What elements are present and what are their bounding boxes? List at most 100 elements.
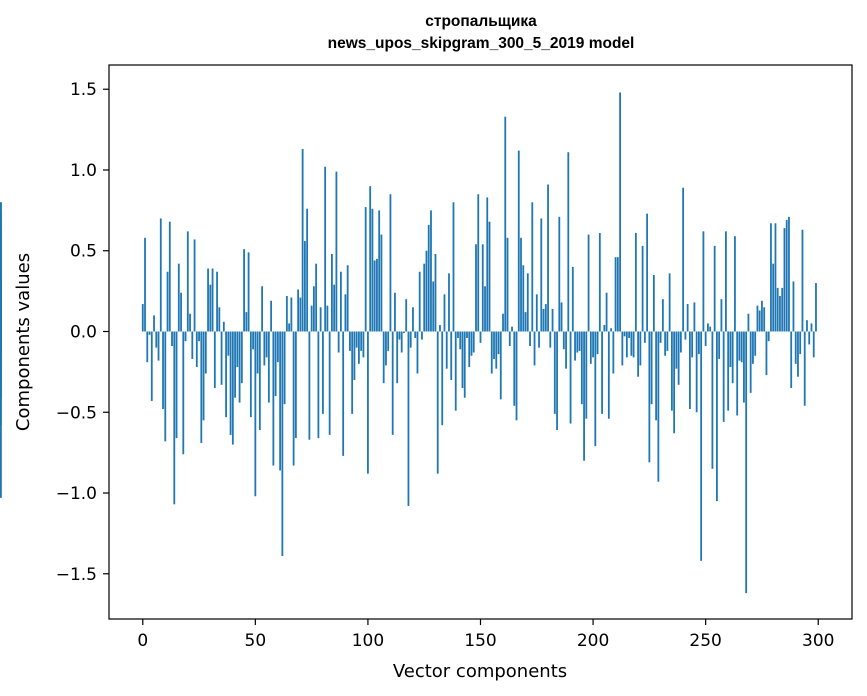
bar (630, 331, 633, 356)
bar (202, 331, 205, 421)
bar (506, 237, 509, 332)
bar (810, 323, 813, 332)
bar (515, 331, 518, 421)
bar (632, 331, 635, 358)
bar (421, 331, 423, 340)
bar (797, 331, 799, 377)
bar (254, 331, 257, 497)
bar (171, 331, 173, 347)
bar (707, 323, 709, 332)
bar (562, 331, 565, 350)
bar (493, 331, 495, 359)
bar (227, 331, 230, 356)
bar (767, 331, 770, 342)
bar (484, 286, 486, 332)
bar (540, 218, 543, 332)
bar (389, 194, 392, 332)
bar (538, 331, 540, 348)
bar (634, 232, 637, 332)
bar (596, 331, 599, 355)
bar (191, 331, 194, 359)
bar (815, 283, 817, 332)
bar (580, 331, 583, 405)
bar (416, 331, 419, 374)
bar (236, 331, 239, 368)
bar (756, 305, 759, 332)
bar (488, 221, 491, 332)
y-axis: 1.5 1.0 0.5 0.0 −0.5 −1.0 −1.5 (56, 80, 109, 585)
bar (355, 331, 358, 348)
bar (358, 331, 360, 364)
bar (376, 258, 378, 332)
bar (565, 331, 567, 369)
bar (547, 184, 549, 332)
bar (650, 331, 653, 405)
bar (292, 331, 295, 466)
bar (612, 331, 615, 374)
bar (779, 295, 781, 332)
bar (589, 331, 592, 364)
bar (675, 331, 678, 369)
bar (475, 244, 477, 332)
bar (601, 331, 603, 414)
bar (209, 284, 212, 332)
bar (211, 268, 214, 332)
bar (369, 186, 372, 332)
bar (625, 331, 628, 358)
bar (558, 216, 561, 332)
bar (682, 187, 685, 332)
bar (560, 302, 563, 332)
bar (157, 331, 160, 361)
bar (688, 331, 691, 410)
bar (549, 331, 552, 348)
bar (738, 331, 741, 361)
bar (605, 292, 608, 332)
bar (702, 231, 705, 332)
bar (670, 331, 673, 411)
bar (380, 234, 383, 332)
bar (398, 331, 401, 340)
bar (321, 331, 324, 414)
bar (481, 244, 484, 332)
bar (204, 331, 207, 374)
bar (770, 223, 772, 332)
bar (470, 331, 473, 356)
bar (652, 274, 655, 332)
bar (808, 331, 811, 345)
bar (583, 331, 585, 461)
bar (182, 331, 185, 455)
bar (324, 166, 327, 332)
bar (576, 331, 579, 353)
bar (285, 295, 288, 332)
bar (693, 302, 696, 332)
bar (677, 331, 680, 385)
bar (412, 307, 414, 332)
bar (297, 289, 300, 332)
bar (614, 257, 617, 332)
bar (225, 331, 227, 418)
bar (258, 331, 261, 431)
bar (290, 297, 293, 332)
bar (587, 234, 590, 332)
bar (535, 294, 538, 332)
bar (301, 148, 304, 332)
chart-subtitle: news_upos_skipgram_300_5_2019 model (327, 35, 635, 52)
bar (736, 331, 739, 416)
bar (448, 273, 450, 332)
x-tick-label: 50 (245, 631, 267, 651)
bar (722, 331, 725, 422)
bar (553, 331, 556, 414)
bar (234, 331, 236, 398)
bar (655, 331, 658, 421)
bar (761, 300, 763, 332)
bar (585, 331, 588, 419)
bar (661, 299, 664, 332)
bar (788, 216, 790, 332)
bar (346, 265, 349, 332)
bar (308, 331, 311, 440)
bar (457, 331, 459, 338)
bar (220, 331, 223, 385)
bar (317, 331, 320, 439)
bar (758, 310, 761, 332)
bar (387, 331, 390, 351)
